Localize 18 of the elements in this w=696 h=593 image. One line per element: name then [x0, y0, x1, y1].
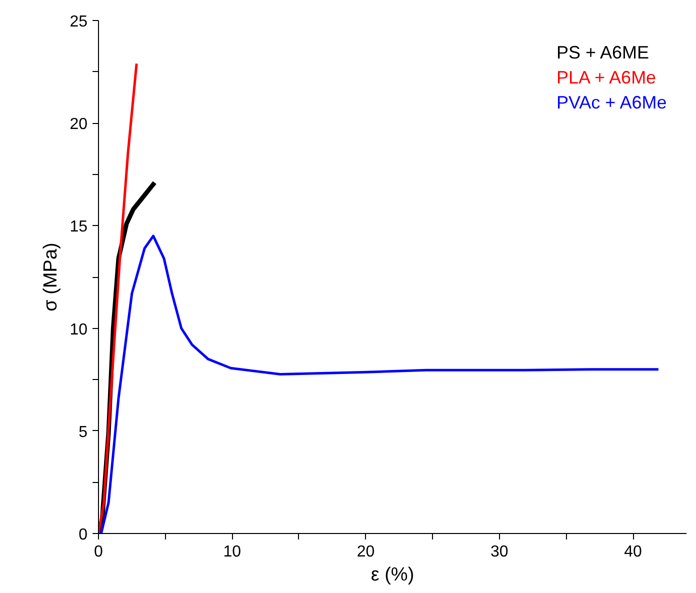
y-tick-label: 5 — [78, 424, 88, 441]
y-tick-label: 15 — [70, 218, 88, 236]
x-tick-label: 40 — [624, 544, 642, 560]
x-tick-label: 10 — [223, 544, 242, 560]
text: PS + A6ME — [556, 42, 650, 62]
text: PLA + A6Me — [556, 68, 656, 88]
y-axis-title: σ (MPa) — [40, 242, 62, 312]
y-tick-label: 25 — [70, 14, 88, 30]
x-tick-label: 20 — [356, 544, 375, 560]
line-series — [100, 234, 660, 534]
y-tick-label: 0 — [78, 526, 88, 544]
line-series — [98, 62, 138, 534]
x-tick-label: 30 — [490, 544, 508, 560]
y-tick-label: 10 — [70, 321, 88, 338]
text: PVAc + A6Me — [556, 92, 667, 112]
x-axis-title: ε (%) — [370, 564, 414, 586]
x-tick-label: 0 — [94, 544, 104, 560]
y-tick-label: 20 — [70, 116, 88, 134]
